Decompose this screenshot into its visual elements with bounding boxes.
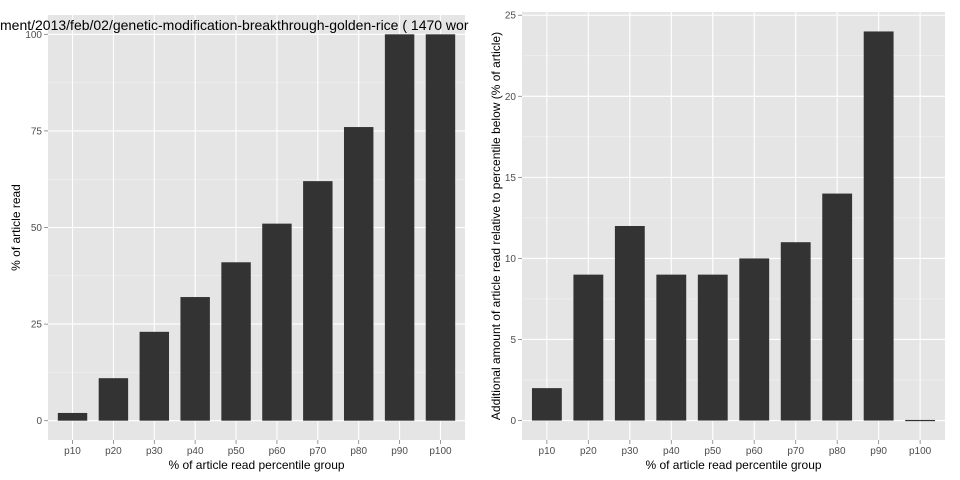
left-x-tick-label: p60 [269, 446, 286, 457]
left-bar-p10 [57, 412, 88, 421]
right-x-tick-label: p90 [870, 446, 887, 457]
left-bar-p50 [221, 262, 251, 421]
left-x-tick-label: p50 [228, 446, 245, 457]
right-bar-p40 [656, 274, 687, 421]
left-y-axis-title: % of article read [9, 184, 23, 271]
right-y-tick-label: 15 [505, 173, 517, 184]
left-bar-p30 [139, 331, 170, 421]
right-x-tick-label: p40 [663, 446, 680, 457]
left-y-tick-label: 75 [31, 126, 43, 137]
left-bar-p70 [303, 181, 333, 421]
right-y-tick-label: 0 [510, 416, 516, 427]
left-bar-p20 [98, 378, 129, 421]
left-x-tick-label: p100 [429, 446, 452, 457]
right-x-tick-label: p60 [746, 446, 763, 457]
left-y-tick-label: 50 [31, 223, 43, 234]
right-bar-p10 [531, 388, 562, 421]
right-bars [531, 31, 936, 422]
left-x-tick-label: p20 [105, 446, 122, 457]
right-bar-p90 [863, 31, 894, 421]
right-y-axis-ticks: 0 5 10 15 20 25 [505, 11, 522, 427]
left-y-tick-label: 25 [31, 320, 43, 331]
left-x-axis-ticks: p10 p20 p30 p40 p50 p60 p70 p80 p90 p100 [64, 440, 452, 457]
right-y-tick-label: 25 [505, 11, 517, 22]
left-x-tick-label: p10 [64, 446, 81, 457]
right-x-tick-label: p50 [704, 446, 721, 457]
right-y-tick-label: 20 [505, 92, 517, 103]
right-bar-p50 [697, 274, 728, 421]
right-x-axis-ticks: p10 p20 p30 p40 p50 p60 p70 p80 p90 p100 [539, 440, 932, 457]
left-bar-p100 [425, 34, 456, 421]
left-bar-p90 [384, 34, 415, 421]
right-bar-p70 [780, 242, 811, 421]
left-x-tick-label: p40 [187, 446, 204, 457]
right-bar-p60 [739, 258, 770, 421]
right-bar-p80 [822, 193, 853, 421]
left-y-axis-ticks: 0 25 50 75 100 [25, 30, 48, 427]
left-x-tick-label: p90 [391, 446, 408, 457]
right-bar-p30 [614, 226, 645, 421]
left-bar-p60 [262, 223, 292, 421]
left-x-tick-label: p80 [350, 446, 367, 457]
left-bars [57, 34, 456, 421]
right-x-tick-label: p70 [787, 446, 804, 457]
right-bar-p20 [573, 274, 604, 421]
left-chart-title: ment/2013/feb/02/genetic-modification-br… [0, 17, 469, 33]
right-x-tick-label: p80 [829, 446, 846, 457]
left-x-tick-label: p30 [146, 446, 163, 457]
right-x-tick-label: p10 [539, 446, 556, 457]
right-x-tick-label: p30 [621, 446, 638, 457]
right-x-axis-title: % of article read percentile group [645, 458, 821, 472]
right-x-tick-label: p100 [909, 446, 932, 457]
left-y-tick-label: 0 [36, 416, 42, 427]
left-bar-p80 [343, 127, 374, 421]
right-x-tick-label: p20 [580, 446, 597, 457]
right-bar-p100 [905, 419, 936, 422]
left-x-axis-title: % of article read percentile group [168, 458, 344, 472]
left-x-tick-label: p70 [309, 446, 326, 457]
left-bar-p40 [180, 297, 210, 421]
right-y-axis-title: Additional amount of article read relati… [489, 32, 503, 420]
left-y-tick-label: 100 [25, 30, 42, 41]
right-y-tick-label: 5 [510, 335, 516, 346]
right-y-tick-label: 10 [505, 254, 517, 265]
